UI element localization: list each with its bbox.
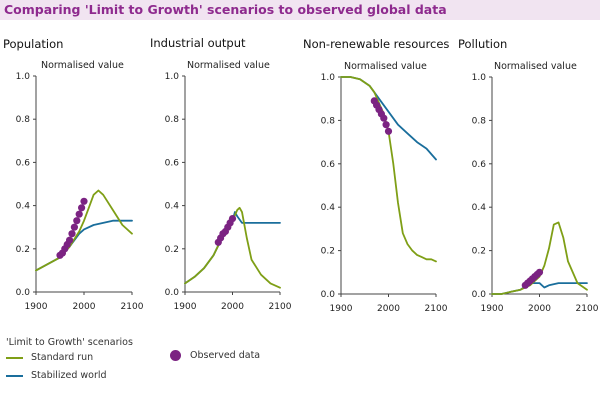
chart-2-ytick-label: 0.8 <box>165 115 180 125</box>
chart-1-xtick-label: 2000 <box>73 302 96 312</box>
title-bar: Comparing 'Limit to Growth' scenarios to… <box>0 0 600 20</box>
chart-4-standard-run-line <box>491 221 588 295</box>
chart-1-ytick-label: 1.0 <box>16 72 31 82</box>
chart-2-title: Industrial output <box>150 36 246 50</box>
chart-1-observed-point <box>78 204 86 212</box>
chart-3-ytick-label: 0.4 <box>321 203 336 213</box>
chart-4-ytick-label: 0.8 <box>472 116 487 126</box>
chart-2-ytick-label: 0.4 <box>165 202 180 212</box>
chart-2-ytick-label: 0.2 <box>165 245 179 255</box>
chart-1-observed-point <box>73 217 81 225</box>
chart-4-ytick-label: 0.6 <box>472 160 487 170</box>
chart-4-observed-point <box>535 268 544 276</box>
chart-4-ytick-label: 0.0 <box>472 290 487 300</box>
chart-3-title: Non-renewable resources <box>303 37 449 51</box>
chart-2-ylabel: Normalised value <box>187 60 270 71</box>
chart-1-xtick-label: 1900 <box>25 302 48 312</box>
page-title: Comparing 'Limit to Growth' scenarios to… <box>4 2 447 17</box>
chart-1-observed-point <box>70 223 78 231</box>
chart-3-observed-point <box>382 121 390 129</box>
chart-4-ytick-label: 0.2 <box>472 247 486 257</box>
chart-1-ytick-label: 0.0 <box>16 288 31 298</box>
chart-3-standard-run-line <box>340 76 437 263</box>
legend-heading: 'Limit to Growth' scenarios <box>6 337 133 348</box>
chart-3-ytick-label: 0.0 <box>321 290 336 300</box>
chart-4-ylabel: Normalised value <box>494 61 577 72</box>
chart-2-ytick-label: 0.6 <box>165 158 180 168</box>
chart-4-ytick-label: 1.0 <box>472 73 487 83</box>
chart-1-ytick-label: 0.8 <box>16 115 31 125</box>
chart-1-observed-point <box>68 230 76 238</box>
chart-2-ytick-label: 1.0 <box>165 72 180 82</box>
chart-3-xtick-label: 2000 <box>377 304 400 314</box>
chart-4-xtick-label: 1900 <box>481 304 504 314</box>
chart-2-xtick-label: 2100 <box>269 302 292 312</box>
chart-1-xtick-label: 2100 <box>121 302 144 312</box>
chart-2-ytick-label: 0.0 <box>165 288 180 298</box>
chart-4-xtick-label: 2000 <box>528 304 551 314</box>
chart-1-ytick-label: 0.6 <box>16 158 31 168</box>
chart-1-observed-point <box>80 197 88 205</box>
chart-3-observed-point <box>384 127 393 135</box>
chart-4-ytick-label: 0.4 <box>472 203 487 213</box>
chart-2-xtick-label: 2000 <box>221 302 244 312</box>
chart-4-xtick-label: 2100 <box>576 304 599 314</box>
legend-observed-label: Observed data <box>190 350 261 361</box>
chart-3-stabilized-world-line <box>340 76 437 161</box>
legend-stabilized-world-label: Stabilized world <box>31 370 107 381</box>
chart-3-observed-point <box>380 114 388 122</box>
chart-3-xtick-label: 2100 <box>425 304 448 314</box>
stabilized-world-swatch <box>6 374 23 377</box>
chart-3-xtick-label: 1900 <box>330 304 353 314</box>
chart-1-observed-point <box>75 210 83 218</box>
chart-2-observed-point <box>228 215 237 223</box>
chart-1-ytick-label: 0.2 <box>16 245 30 255</box>
legend-standard-run-label: Standard run <box>31 352 94 363</box>
chart-3-ytick-label: 0.6 <box>321 160 336 170</box>
observed-dot-icon <box>170 350 181 361</box>
chart-4-title: Pollution <box>458 37 507 51</box>
chart-2-xtick-label: 1900 <box>174 302 197 312</box>
chart-1-ytick-label: 0.4 <box>16 202 31 212</box>
standard-run-swatch <box>6 356 23 359</box>
chart-2-standard-run-line <box>184 206 281 289</box>
legend-standard-run: Standard run <box>6 352 93 363</box>
chart-3-ytick-label: 0.2 <box>321 247 335 257</box>
chart-3-ylabel: Normalised value <box>344 61 427 72</box>
legend-observed: Observed data <box>167 350 260 361</box>
legend-stabilized-world: Stabilized world <box>6 370 107 381</box>
chart-3-ytick-label: 0.8 <box>321 116 336 126</box>
chart-1-observed-point <box>66 236 74 244</box>
chart-3-ytick-label: 1.0 <box>321 73 336 83</box>
chart-1-ylabel: Normalised value <box>41 60 124 71</box>
chart-1-title: Population <box>3 37 63 51</box>
